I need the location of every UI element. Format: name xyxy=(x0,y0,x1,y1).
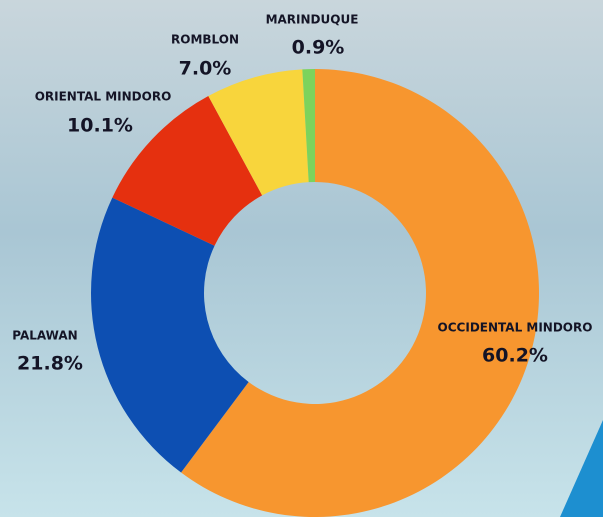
slice-percent: 0.9% xyxy=(292,37,345,59)
page: {"chart_data": {"type": "donut", "catego… xyxy=(0,0,603,517)
slice-name: ORIENTAL MINDORO xyxy=(35,90,172,104)
slice-name: PALAWAN xyxy=(12,329,77,343)
chart: OCCIDENTAL MINDORO 60.2% PALAWAN 21.8% ORIEN… xyxy=(0,0,603,517)
slice-name: MARINDUQUE xyxy=(266,13,359,27)
slice-name: OCCIDENTAL MINDORO xyxy=(438,321,593,335)
slice-percent: 10.1% xyxy=(67,115,133,137)
slice-name: ROMBLON xyxy=(171,33,239,47)
slice-percent: 60.2% xyxy=(482,345,548,367)
slice-percent: 21.8% xyxy=(17,353,83,375)
slice-percent: 7.0% xyxy=(179,58,232,80)
